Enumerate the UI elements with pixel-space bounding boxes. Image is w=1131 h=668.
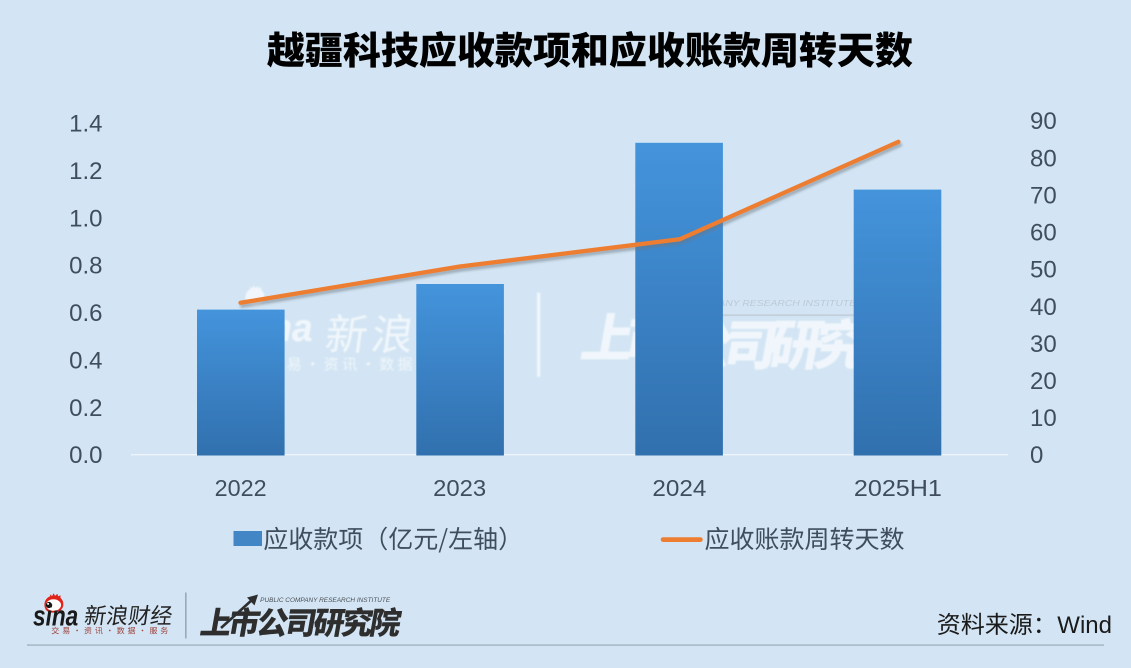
svg-text:2024: 2024 xyxy=(652,475,706,501)
svg-text:2022: 2022 xyxy=(215,475,267,501)
svg-text:PUBLIC COMPANY RESEARCH INSTIT: PUBLIC COMPANY RESEARCH INSTITUTE xyxy=(648,299,857,308)
svg-text:80: 80 xyxy=(1030,145,1057,172)
svg-text:1.4: 1.4 xyxy=(69,111,102,138)
svg-text:0.2: 0.2 xyxy=(69,395,102,422)
svg-text:60: 60 xyxy=(1030,220,1057,247)
svg-text:20: 20 xyxy=(1030,368,1057,395)
svg-text:2023: 2023 xyxy=(433,475,486,501)
svg-text:PUBLIC COMPANY RESEARCH INSTIT: PUBLIC COMPANY RESEARCH INSTITUTE xyxy=(260,597,391,604)
svg-text:40: 40 xyxy=(1030,294,1057,321)
svg-text:30: 30 xyxy=(1030,331,1057,358)
svg-text:90: 90 xyxy=(1030,108,1057,135)
svg-text:0.8: 0.8 xyxy=(69,253,102,280)
svg-text:2025H1: 2025H1 xyxy=(854,475,942,501)
svg-text:10: 10 xyxy=(1030,405,1057,432)
svg-text:0.6: 0.6 xyxy=(69,300,102,327)
svg-text:70: 70 xyxy=(1030,182,1057,209)
svg-text:1.0: 1.0 xyxy=(69,205,102,232)
svg-text:Wind: Wind xyxy=(1057,612,1112,639)
svg-text:0: 0 xyxy=(1030,442,1043,469)
svg-text:0.0: 0.0 xyxy=(69,442,102,469)
svg-text:1.2: 1.2 xyxy=(69,158,102,185)
svg-text:50: 50 xyxy=(1030,257,1057,284)
svg-text:sina: sina xyxy=(33,599,78,632)
svg-text:0.4: 0.4 xyxy=(69,348,102,375)
